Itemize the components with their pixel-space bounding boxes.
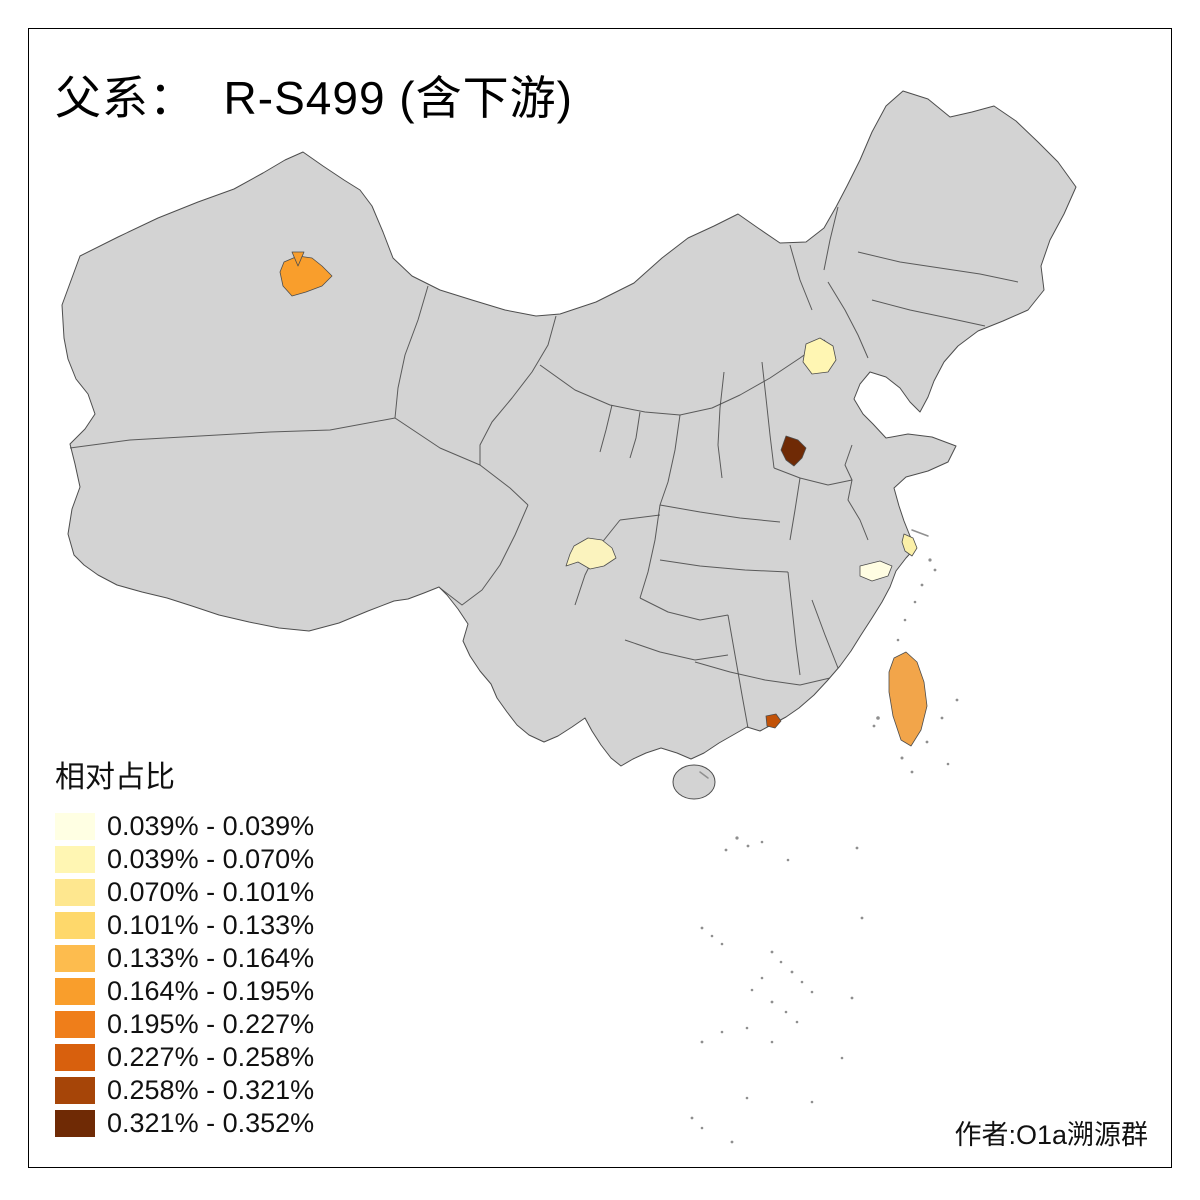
region-beijing <box>802 337 837 375</box>
legend-label: 0.195% - 0.227% <box>107 1009 315 1039</box>
legend-label: 0.321% - 0.352% <box>107 1108 315 1138</box>
legend-swatch <box>55 977 95 1005</box>
legend-title: 相对占比 <box>55 761 175 794</box>
legend-swatch <box>55 845 95 873</box>
legend-swatch <box>55 1109 95 1137</box>
page-title: 父系： R-S499 (含下游) <box>55 72 573 124</box>
legend-swatch <box>55 1043 95 1071</box>
region-guangdong-dot <box>765 713 782 729</box>
legend-swatch <box>55 1076 95 1104</box>
legend-row: 0.070% - 0.101% <box>55 878 314 906</box>
choropleth-regions <box>279 251 928 747</box>
legend-row: 0.039% - 0.070% <box>55 845 314 873</box>
legend-label: 0.039% - 0.039% <box>107 811 315 841</box>
legend-label: 0.164% - 0.195% <box>107 976 315 1006</box>
legend-swatch <box>55 1010 95 1038</box>
legend-label: 0.133% - 0.164% <box>107 943 315 973</box>
legend-label: 0.039% - 0.070% <box>107 844 315 874</box>
legend-label: 0.258% - 0.321% <box>107 1075 315 1105</box>
region-xinjiang <box>279 255 333 297</box>
legend-row: 0.101% - 0.133% <box>55 911 314 939</box>
legend-swatch <box>55 812 95 840</box>
legend-row: 0.164% - 0.195% <box>55 977 314 1005</box>
legend-swatch <box>55 911 95 939</box>
legend-label: 0.227% - 0.258% <box>107 1042 315 1072</box>
legend-label: 0.070% - 0.101% <box>107 877 315 907</box>
region-shanghai <box>901 533 918 557</box>
hainan-island <box>672 764 716 800</box>
region-xinjiang-flag <box>291 251 305 267</box>
legend-row: 0.227% - 0.258% <box>55 1043 314 1071</box>
legend-row: 0.258% - 0.321% <box>55 1076 314 1104</box>
legend-row: 0.321% - 0.352% <box>55 1109 314 1137</box>
mainland-outline <box>61 90 1077 767</box>
legend-row: 0.039% - 0.039% <box>55 812 314 840</box>
region-hebei-dark <box>780 435 807 467</box>
legend-items: 0.039% - 0.039% 0.039% - 0.070% 0.070% - 0… <box>55 812 314 1137</box>
region-zhejiang <box>859 560 893 582</box>
legend-swatch <box>55 878 95 906</box>
province-borders <box>69 206 1019 729</box>
author-credit: 作者:O1a溯源群 <box>954 1120 1148 1150</box>
region-taiwan <box>888 651 928 747</box>
legend-row: 0.133% - 0.164% <box>55 944 314 972</box>
legend-label: 0.101% - 0.133% <box>107 910 315 940</box>
legend: 相对占比 0.039% - 0.039% 0.039% - 0.070% 0.070… <box>55 752 314 1142</box>
region-chengdu <box>565 537 617 570</box>
sea-islands <box>690 529 959 1144</box>
legend-swatch <box>55 944 95 972</box>
legend-row: 0.195% - 0.227% <box>55 1010 314 1038</box>
